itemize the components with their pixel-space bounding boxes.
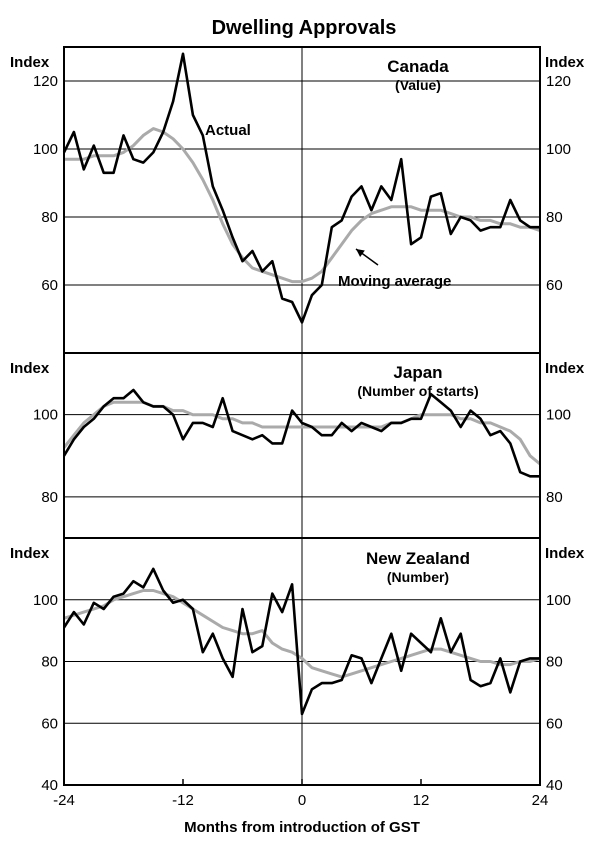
y-axis-unit-right: Index bbox=[545, 545, 585, 562]
panel-subtitle: (Number of starts) bbox=[357, 383, 478, 399]
annotation-label: Actual bbox=[205, 122, 251, 139]
y-tick-label-right: 100 bbox=[546, 592, 571, 609]
x-tick-label: 0 bbox=[298, 792, 306, 809]
panel-subtitle: (Number) bbox=[387, 569, 449, 585]
y-tick-label-right: 100 bbox=[546, 141, 571, 158]
y-tick-label-right: 80 bbox=[546, 654, 563, 671]
y-tick-label-left: 60 bbox=[41, 715, 58, 732]
y-axis-unit-right: Index bbox=[545, 360, 585, 377]
y-tick-label-right: 60 bbox=[546, 277, 563, 294]
series-line-moving-average bbox=[63, 589, 541, 679]
y-tick-label-left: 60 bbox=[41, 277, 58, 294]
chart-title: Dwelling Approvals bbox=[212, 17, 397, 39]
x-tick-label: -12 bbox=[172, 792, 194, 809]
y-axis-unit-left: Index bbox=[10, 54, 50, 71]
panel-title: New Zealand bbox=[366, 549, 470, 568]
x-tick-label: 24 bbox=[532, 792, 549, 809]
y-tick-label-right: 80 bbox=[546, 209, 563, 226]
y-axis-unit-right: Index bbox=[545, 54, 585, 71]
y-tick-label-left: 80 bbox=[41, 489, 58, 506]
y-tick-label-right: 60 bbox=[546, 715, 563, 732]
x-tick-label: 12 bbox=[413, 792, 430, 809]
y-tick-label-left: 40 bbox=[41, 777, 58, 794]
y-tick-label-right: 80 bbox=[546, 489, 563, 506]
x-axis-label: Months from introduction of GST bbox=[184, 819, 420, 836]
y-axis-unit-left: Index bbox=[10, 360, 50, 377]
y-tick-label-right: 120 bbox=[546, 73, 571, 90]
y-axis-unit-left: Index bbox=[10, 545, 50, 562]
panel-subtitle: (Value) bbox=[395, 77, 441, 93]
y-tick-label-right: 100 bbox=[546, 407, 571, 424]
series-line-actual bbox=[62, 52, 540, 324]
y-tick-label-left: 100 bbox=[33, 592, 58, 609]
y-tick-label-left: 100 bbox=[33, 407, 58, 424]
y-tick-label-right: 40 bbox=[546, 777, 563, 794]
series-line-actual bbox=[62, 388, 540, 478]
panel-title: Japan bbox=[393, 363, 442, 382]
annotation-label: Moving average bbox=[338, 273, 451, 290]
chart-frame bbox=[63, 46, 541, 786]
y-tick-label-left: 100 bbox=[33, 141, 58, 158]
y-tick-label-left: 80 bbox=[41, 654, 58, 671]
y-tick-label-left: 80 bbox=[41, 209, 58, 226]
x-tick-label: -24 bbox=[53, 792, 75, 809]
panel-title: Canada bbox=[387, 57, 449, 76]
series-line-actual bbox=[62, 567, 540, 716]
annotation-arrow-head bbox=[356, 249, 365, 257]
y-tick-label-left: 120 bbox=[33, 73, 58, 90]
